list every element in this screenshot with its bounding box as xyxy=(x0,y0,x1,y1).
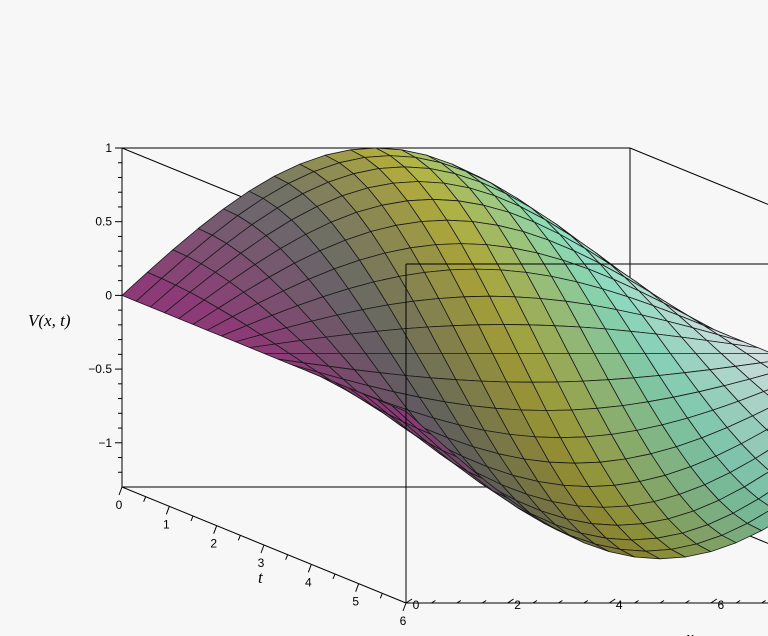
t-axis: 0 1 2 3 4 5 6 xyxy=(116,486,407,628)
surface-patch xyxy=(747,510,768,531)
x-tick xyxy=(456,600,462,604)
surface-patch xyxy=(763,389,768,396)
surface-patch xyxy=(735,362,768,380)
surface-patch xyxy=(746,352,768,364)
z-axis-title: V(x, t) xyxy=(28,311,71,330)
t-tick xyxy=(332,573,336,580)
x-axis: 0246810 xyxy=(405,598,766,612)
surface-patch xyxy=(732,498,768,524)
x-tick xyxy=(507,598,514,604)
t-tick xyxy=(307,564,312,573)
t-tick xyxy=(285,554,289,560)
box-edge xyxy=(629,147,768,205)
z-tick-label: 0.5 xyxy=(95,215,112,229)
t-tick-label: 2 xyxy=(210,537,217,551)
x-tick xyxy=(735,600,741,604)
t-tick-label: 3 xyxy=(258,556,265,570)
x-tick xyxy=(481,600,487,604)
x-tick xyxy=(710,598,718,604)
t-tick xyxy=(260,544,265,554)
t-tick xyxy=(165,506,170,515)
surface-patch xyxy=(749,373,768,392)
x-tick xyxy=(659,600,665,604)
x-tick-label: 6 xyxy=(717,598,724,612)
z-axis: −1 −0.5 0 0.5 1 xyxy=(88,141,122,473)
t-tick xyxy=(190,515,194,522)
t-tick-label: 5 xyxy=(352,595,359,609)
x-tick xyxy=(583,600,589,604)
surface-patch xyxy=(738,391,768,417)
surface-patch xyxy=(752,407,768,431)
t-tick xyxy=(355,583,360,592)
x-tick xyxy=(685,600,690,604)
t-tick xyxy=(213,525,218,534)
z-tick-label: −1 xyxy=(98,436,112,450)
x-tick xyxy=(558,600,563,604)
surface-patch xyxy=(755,450,768,471)
t-tick-label: 4 xyxy=(305,575,312,589)
t-tick xyxy=(143,496,147,502)
t-tick xyxy=(237,535,241,541)
t-tick xyxy=(402,602,407,612)
x-tick xyxy=(431,600,436,604)
x-tick-label: 4 xyxy=(616,598,623,612)
z-tick-label: 1 xyxy=(105,141,112,155)
x-tick-label: 0 xyxy=(413,598,420,612)
x-tick xyxy=(634,600,639,604)
surface xyxy=(121,147,768,560)
x-tick xyxy=(761,600,766,604)
x-tick xyxy=(608,598,616,604)
surface-patch xyxy=(760,361,768,368)
x-tick xyxy=(532,600,538,604)
surface-patch xyxy=(729,457,768,488)
t-tick xyxy=(118,486,123,496)
bounding-box-front xyxy=(405,147,768,603)
surface-patch xyxy=(744,471,768,500)
x-axis-title: x xyxy=(685,628,694,636)
surface-patch xyxy=(741,429,768,459)
x-tick-label: 2 xyxy=(514,598,521,612)
t-axis-title: t xyxy=(258,568,264,587)
t-tick-label: 1 xyxy=(163,517,170,531)
z-tick-label: −0.5 xyxy=(88,362,112,376)
x-tick xyxy=(405,598,413,604)
z-tick-label: 0 xyxy=(105,288,112,302)
t-tick-label: 6 xyxy=(400,614,407,628)
t-tick xyxy=(379,593,383,599)
t-tick-label: 0 xyxy=(116,498,123,512)
surface-patch xyxy=(758,492,768,506)
surface-patch xyxy=(732,343,768,354)
